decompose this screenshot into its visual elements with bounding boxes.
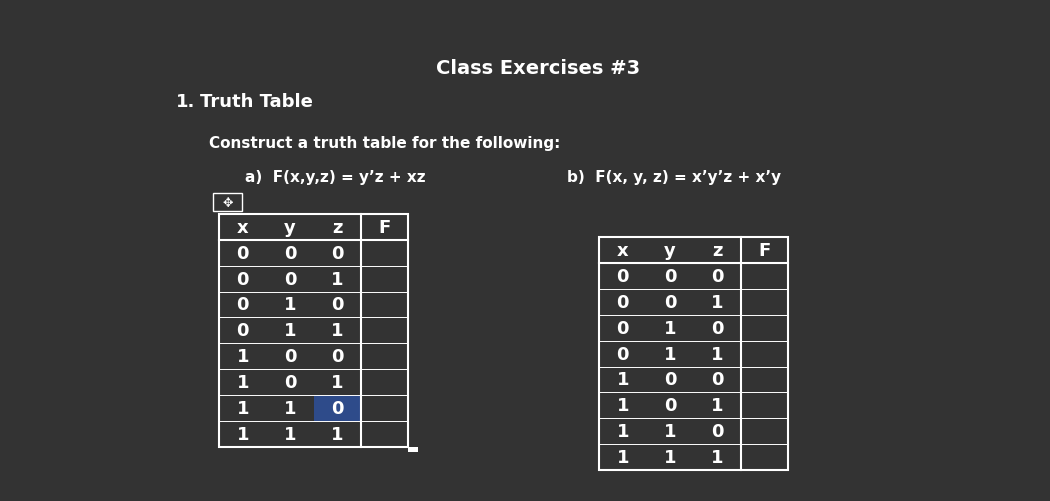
- Text: 1: 1: [711, 448, 723, 466]
- Text: 0: 0: [236, 322, 249, 340]
- Text: 1: 1: [664, 345, 676, 363]
- Text: 0: 0: [664, 293, 676, 311]
- Text: 1: 1: [616, 448, 629, 466]
- Text: 1: 1: [664, 422, 676, 440]
- Text: 0: 0: [616, 293, 629, 311]
- Text: 0: 0: [664, 397, 676, 414]
- Text: z: z: [332, 218, 342, 236]
- Text: 0: 0: [664, 268, 676, 286]
- Text: 0: 0: [616, 268, 629, 286]
- Text: 1: 1: [664, 319, 676, 337]
- Text: 1: 1: [711, 345, 723, 363]
- FancyBboxPatch shape: [219, 214, 407, 447]
- Text: 0: 0: [711, 268, 723, 286]
- FancyBboxPatch shape: [407, 447, 418, 452]
- Text: 1: 1: [616, 397, 629, 414]
- FancyBboxPatch shape: [212, 194, 242, 212]
- Text: F: F: [758, 241, 771, 260]
- Text: 0: 0: [236, 270, 249, 288]
- Text: 0: 0: [331, 244, 343, 262]
- Text: y: y: [285, 218, 296, 236]
- Text: 1: 1: [236, 425, 249, 443]
- Text: x: x: [237, 218, 249, 236]
- Text: 0: 0: [236, 244, 249, 262]
- Text: z: z: [712, 241, 722, 260]
- Text: 1: 1: [284, 296, 296, 314]
- Text: 1: 1: [331, 322, 343, 340]
- Text: x: x: [617, 241, 629, 260]
- Text: 0: 0: [331, 348, 343, 366]
- Text: 1: 1: [284, 322, 296, 340]
- Text: F: F: [378, 218, 391, 236]
- Text: 0: 0: [616, 319, 629, 337]
- Text: 1: 1: [711, 397, 723, 414]
- Text: Construct a truth table for the following:: Construct a truth table for the followin…: [209, 135, 560, 150]
- Text: 0: 0: [236, 296, 249, 314]
- Text: 1: 1: [236, 348, 249, 366]
- Text: 1: 1: [284, 425, 296, 443]
- Text: y: y: [664, 241, 676, 260]
- Text: 1: 1: [711, 293, 723, 311]
- Text: 1: 1: [236, 399, 249, 417]
- Text: ✥: ✥: [222, 196, 232, 209]
- Text: a)  F(x,y,z) = y’z + xz: a) F(x,y,z) = y’z + xz: [246, 170, 426, 185]
- Text: 1: 1: [664, 448, 676, 466]
- Text: 0: 0: [284, 348, 296, 366]
- Text: Class Exercises #3: Class Exercises #3: [436, 59, 640, 78]
- Text: 0: 0: [711, 319, 723, 337]
- Text: 0: 0: [711, 422, 723, 440]
- Text: Truth Table: Truth Table: [201, 93, 313, 111]
- Text: b)  F(x, y, z) = x’y’z + x’y: b) F(x, y, z) = x’y’z + x’y: [567, 170, 781, 185]
- Text: 1.: 1.: [176, 93, 195, 111]
- Text: 0: 0: [284, 244, 296, 262]
- Text: 0: 0: [616, 345, 629, 363]
- Text: 0: 0: [331, 399, 343, 417]
- Text: 0: 0: [331, 296, 343, 314]
- Text: 0: 0: [284, 373, 296, 391]
- FancyBboxPatch shape: [314, 395, 361, 421]
- FancyBboxPatch shape: [600, 237, 788, 470]
- Text: 0: 0: [284, 270, 296, 288]
- Text: 0: 0: [664, 371, 676, 389]
- Text: 1: 1: [331, 425, 343, 443]
- Text: 1: 1: [284, 399, 296, 417]
- Text: 1: 1: [616, 422, 629, 440]
- Text: 1: 1: [616, 371, 629, 389]
- Text: 1: 1: [236, 373, 249, 391]
- Text: 1: 1: [331, 270, 343, 288]
- Text: 0: 0: [711, 371, 723, 389]
- Text: 1: 1: [331, 373, 343, 391]
